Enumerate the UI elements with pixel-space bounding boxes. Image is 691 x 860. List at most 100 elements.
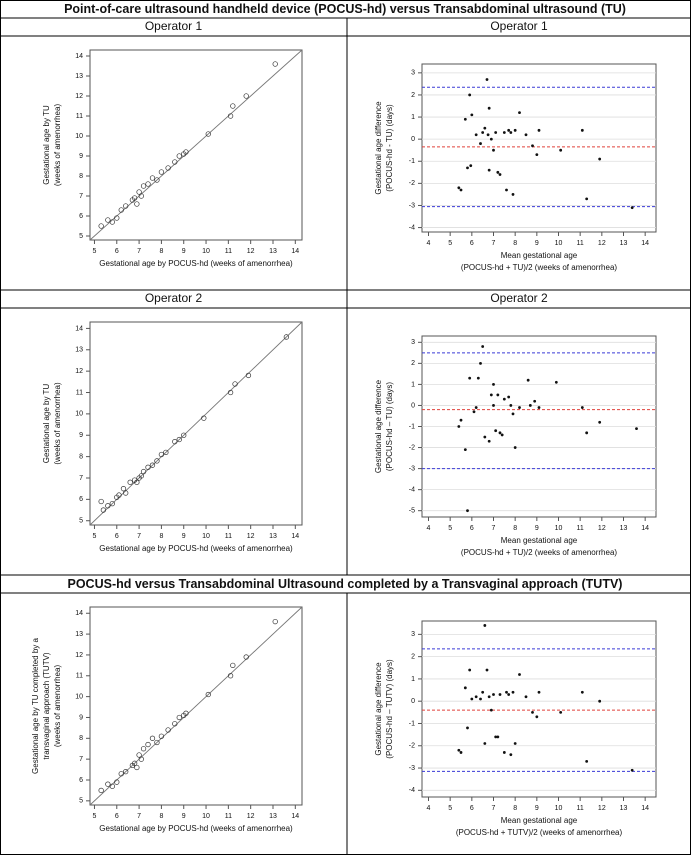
point (230, 662, 236, 669)
point (580, 128, 584, 132)
x-tick-label: 14 (291, 813, 299, 820)
point (459, 418, 463, 422)
y-tick-label: 6 (79, 213, 83, 220)
point (118, 771, 124, 777)
point (474, 695, 478, 699)
y-tick-label: 8 (79, 453, 83, 460)
x-tick-label: 7 (492, 805, 496, 812)
y-tick-label: -1 (409, 720, 415, 727)
point (158, 169, 165, 175)
x-tick-label: 13 (269, 248, 277, 255)
point (149, 462, 156, 468)
x-tick-label: 8 (513, 805, 517, 812)
point (470, 113, 474, 117)
y-axis-label: (weeks of amenorrhea) (53, 104, 62, 187)
y-axis-label: Gestational age by TU (42, 105, 51, 185)
y-tick-label: 10 (75, 693, 83, 700)
point (535, 715, 539, 719)
point (511, 412, 515, 416)
x-tick-label: 4 (427, 805, 431, 812)
panel-title: Operator 1 (145, 19, 203, 33)
x-axis-label: (POCUS-hd + TU)/2 (weeks of amenorrhea) (461, 263, 617, 272)
y-axis-label: transvaginal approach (TUTV) (42, 652, 51, 759)
point (518, 673, 521, 676)
point (524, 133, 528, 137)
y-tick-label: 13 (75, 347, 83, 354)
point (492, 148, 495, 152)
x-tick-label: 5 (448, 525, 452, 532)
point (635, 427, 638, 431)
y-tick-label: 12 (75, 93, 83, 100)
x-tick-label: 4 (427, 525, 431, 532)
x-tick-label: 14 (641, 525, 649, 532)
point (498, 173, 502, 176)
point (494, 131, 498, 134)
y-tick-label: -3 (409, 465, 415, 472)
point (505, 188, 508, 192)
point (509, 131, 513, 134)
point (487, 439, 491, 443)
x-axis-label: (POCUS-hd + TU)/2 (weeks of amenorrhea) (461, 548, 617, 557)
point (123, 490, 129, 496)
plot-frame (421, 620, 657, 798)
x-tick-label: 11 (225, 533, 232, 540)
x-tick-label: 11 (577, 240, 584, 247)
y-tick-label: 6 (79, 496, 83, 503)
plot-frame (89, 49, 303, 241)
point (466, 166, 469, 170)
y-axis-label: (POCUS-hd – TUTV) (days) (385, 659, 394, 759)
identity-line (89, 606, 303, 806)
point (116, 492, 122, 498)
y-tick-label: 5 (79, 233, 83, 240)
y-axis-label: (POCUS-hd – TU) (days) (385, 382, 394, 472)
y-tick-label: 2 (411, 92, 415, 99)
y-tick-label: 5 (79, 798, 83, 805)
x-tick-label: 11 (577, 525, 584, 532)
point (136, 189, 142, 195)
y-tick-label: 8 (79, 173, 83, 180)
point (98, 787, 104, 794)
point (559, 148, 563, 152)
point (507, 128, 511, 132)
point (485, 668, 489, 672)
point (123, 769, 129, 775)
x-tick-label: 9 (182, 248, 186, 255)
point (496, 735, 500, 739)
point (496, 393, 500, 397)
point (463, 448, 467, 452)
x-tick-label: 13 (620, 525, 628, 532)
identity-line (89, 49, 303, 241)
y-tick-label: 9 (79, 432, 83, 439)
x-tick-label: 9 (535, 525, 539, 532)
point (158, 451, 165, 458)
point (232, 381, 238, 387)
y-tick-label: 10 (75, 133, 83, 140)
x-tick-label: 5 (448, 805, 452, 812)
x-axis-label: Mean gestational age (501, 816, 578, 825)
point (487, 695, 491, 699)
point (476, 376, 480, 380)
point (528, 404, 532, 407)
x-tick-label: 12 (247, 533, 255, 540)
point (283, 334, 290, 340)
x-tick-label: 6 (115, 813, 119, 820)
y-tick-label: 0 (411, 136, 415, 143)
point (474, 133, 478, 137)
point (120, 486, 127, 492)
point (158, 733, 165, 739)
point (559, 710, 563, 714)
point (181, 432, 187, 438)
point (457, 425, 461, 428)
section-title: POCUS-hd versus Transabdominal Ultrasoun… (68, 577, 623, 591)
y-tick-label: -4 (409, 486, 415, 493)
y-axis-label: Gestational age by TU (42, 384, 51, 464)
point (140, 468, 147, 475)
point (511, 690, 515, 694)
point (502, 131, 506, 134)
point (165, 727, 171, 733)
point (483, 624, 487, 627)
plot-frame (89, 606, 303, 806)
x-tick-label: 5 (448, 240, 452, 247)
y-tick-label: 14 (75, 610, 83, 617)
y-tick-label: 7 (79, 193, 83, 200)
